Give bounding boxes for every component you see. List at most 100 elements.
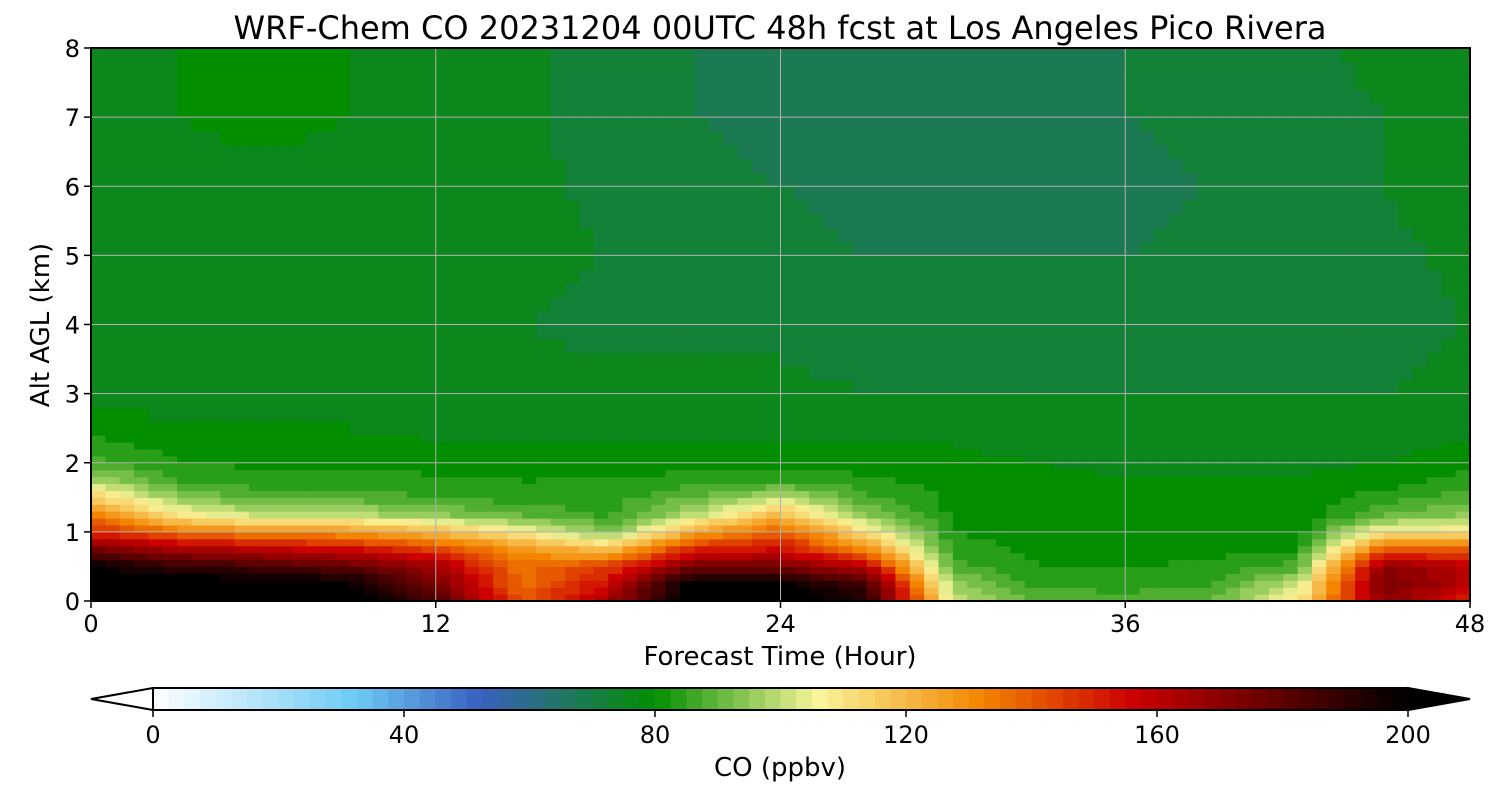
heatmap-cell: [1024, 407, 1040, 422]
heatmap-cell: [1412, 435, 1428, 443]
heatmap-cell: [148, 552, 164, 561]
heatmap-cell: [134, 310, 150, 326]
heatmap-cell: [1311, 172, 1327, 187]
heatmap-cell: [306, 172, 322, 187]
heatmap-cell: [751, 296, 767, 312]
heatmap-cell: [1268, 552, 1284, 561]
heatmap-cell: [1326, 552, 1342, 561]
heatmap-cell: [1053, 130, 1069, 146]
heatmap-cell: [392, 524, 408, 533]
heatmap-cell: [1197, 324, 1213, 339]
heatmap-cell: [1125, 497, 1141, 505]
heatmap-cell: [780, 75, 796, 91]
heatmap-cell: [651, 186, 667, 201]
heatmap-cell: [177, 283, 193, 298]
heatmap-cell: [1153, 296, 1169, 312]
heatmap-cell: [622, 476, 638, 485]
heatmap-cell: [938, 552, 954, 561]
heatmap-cell: [1110, 566, 1126, 574]
heatmap-cell: [148, 490, 164, 498]
heatmap-cell: [766, 587, 782, 595]
heatmap-cell: [1225, 172, 1241, 187]
heatmap-cell: [493, 103, 509, 118]
heatmap-cell: [665, 573, 681, 581]
heatmap-cell: [407, 421, 422, 436]
heatmap-cell: [852, 524, 868, 533]
heatmap-cell: [263, 144, 279, 160]
heatmap-cell: [1441, 448, 1457, 457]
heatmap-cell: [464, 580, 480, 588]
heatmap-cell: [148, 48, 164, 63]
heatmap-cell: [809, 324, 825, 339]
heatmap-cell: [493, 573, 509, 581]
heatmap-cell: [478, 490, 494, 498]
heatmap-cell: [881, 130, 897, 146]
heatmap-cell: [837, 338, 853, 353]
heatmap-cell: [1398, 283, 1414, 298]
heatmap-cell: [995, 407, 1011, 422]
heatmap-cell: [464, 75, 480, 91]
heatmap-cell: [536, 158, 552, 174]
heatmap-cell: [249, 172, 264, 187]
heatmap-cell: [708, 538, 724, 547]
heatmap-cell: [1355, 421, 1371, 436]
heatmap-cell: [1125, 407, 1141, 422]
heatmap-cell: [608, 130, 624, 146]
heatmap-cell: [392, 504, 408, 512]
heatmap-cell: [924, 269, 940, 284]
heatmap-cell: [91, 442, 106, 450]
heatmap-cell: [306, 75, 322, 91]
heatmap-cell: [981, 365, 997, 381]
heatmap-cell: [1096, 483, 1112, 491]
heatmap-cell: [622, 545, 638, 554]
heatmap-cell: [205, 338, 221, 353]
heatmap-cell: [1096, 580, 1112, 588]
heatmap-cell: [363, 476, 379, 485]
heatmap-cell: [205, 213, 221, 229]
heatmap-cell: [1326, 407, 1342, 422]
heatmap-cell: [1412, 365, 1428, 381]
heatmap-cell: [407, 587, 422, 595]
heatmap-cell: [335, 594, 351, 601]
heatmap-cell: [981, 407, 997, 422]
heatmap-cell: [1355, 566, 1371, 574]
heatmap-cell: [507, 504, 523, 512]
heatmap-cell: [220, 469, 236, 478]
heatmap-cell: [981, 587, 997, 595]
heatmap-cell: [1125, 587, 1141, 595]
heatmap-cell: [1010, 172, 1026, 187]
heatmap-cell: [1412, 469, 1428, 478]
heatmap-cell: [723, 442, 738, 450]
heatmap-cell: [622, 117, 638, 132]
heatmap-cell: [1053, 524, 1069, 533]
heatmap-cell: [119, 552, 135, 561]
heatmap-cell: [1225, 490, 1241, 498]
heatmap-cell: [220, 476, 236, 485]
heatmap-cell: [1383, 594, 1399, 601]
heatmap-cell: [1153, 227, 1169, 243]
heatmap-cell: [1211, 227, 1227, 243]
heatmap-cell: [981, 580, 997, 588]
heatmap-cell: [335, 490, 351, 498]
heatmap-cell: [1383, 130, 1399, 146]
heatmap-cell: [234, 283, 250, 298]
heatmap-cell: [1398, 462, 1414, 471]
heatmap-cell: [852, 61, 868, 77]
heatmap-cell: [1268, 241, 1284, 256]
heatmap-cell: [679, 594, 695, 601]
heatmap-cell: [837, 518, 853, 526]
heatmap-cell: [1211, 587, 1227, 595]
heatmap-cell: [421, 497, 437, 505]
heatmap-cell: [363, 469, 379, 478]
heatmap-cell: [91, 469, 106, 478]
heatmap-cell: [723, 524, 738, 533]
heatmap-cell: [751, 552, 767, 561]
heatmap-cell: [1340, 89, 1356, 104]
heatmap-cell: [464, 130, 480, 146]
heatmap-cell: [421, 524, 437, 533]
heatmap-cell: [1024, 518, 1040, 526]
heatmap-cell: [105, 455, 121, 464]
heatmap-cell: [866, 455, 882, 464]
heatmap-cell: [837, 61, 853, 77]
heatmap-cell: [608, 559, 624, 568]
